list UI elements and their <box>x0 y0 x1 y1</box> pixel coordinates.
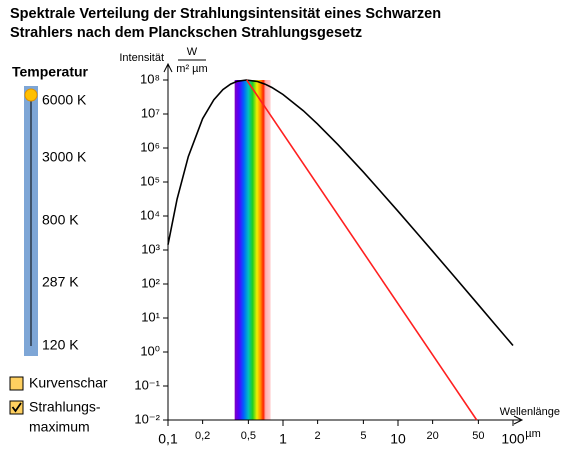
y-tick-label: 10⁻² <box>134 411 160 426</box>
checkbox-label: Strahlungs- <box>29 399 101 415</box>
curve <box>167 79 514 347</box>
x-tick-label: 100 <box>501 431 525 447</box>
y-tick-label: 10² <box>141 275 160 290</box>
checkbox[interactable] <box>9 376 24 391</box>
title: Spektrale Verteilung der Strahlungsinten… <box>10 6 441 22</box>
x-tick-label: 0,5 <box>241 430 256 442</box>
y-tick-label: 10¹ <box>141 309 160 324</box>
slider-label: 287 K <box>42 274 79 290</box>
x-tick-label: 50 <box>472 430 484 442</box>
slider-knob[interactable] <box>24 88 38 102</box>
checkbox-label: Kurvenschar <box>29 375 108 391</box>
x-unit: µm <box>525 428 541 440</box>
x-tick-label: 2 <box>315 430 321 442</box>
slider-label: 3000 K <box>42 149 87 165</box>
y-tick-label: 10⁸ <box>140 71 160 86</box>
visible-band <box>234 80 271 420</box>
y-unit: W <box>187 46 198 58</box>
x-tick-label: 0,2 <box>195 430 210 442</box>
checkmark <box>11 402 22 413</box>
slider-label: 120 K <box>42 337 79 353</box>
slider-label: 6000 K <box>42 92 87 108</box>
slider-label: 800 K <box>42 212 79 228</box>
y-tick-label: 10³ <box>141 241 160 256</box>
title: Strahlers nach dem Planckschen Strahlung… <box>10 25 362 41</box>
y-tick-label: 10⁶ <box>140 139 160 154</box>
x-tick-label: 20 <box>426 430 438 442</box>
x-axis-label: Wellenlänge <box>500 406 560 418</box>
x-tick-label: 1 <box>279 431 287 447</box>
y-axis-label: Intensität <box>119 52 164 64</box>
y-tick-label: 10⁰ <box>140 343 160 358</box>
checkbox-label: maximum <box>29 419 90 435</box>
x-tick-label: 0,1 <box>158 431 178 447</box>
y-unit: m² µm <box>176 63 207 75</box>
y-tick-label: 10⁵ <box>140 173 160 188</box>
y-tick-label: 10⁻¹ <box>134 377 160 392</box>
y-tick-label: 10⁷ <box>141 105 160 120</box>
x-axis <box>168 415 524 425</box>
x-tick-label: 10 <box>390 431 406 447</box>
x-tick-label: 5 <box>360 430 366 442</box>
curve <box>246 79 478 421</box>
y-tick-label: 10⁴ <box>140 207 160 222</box>
slider-title: Temperatur <box>12 64 89 80</box>
